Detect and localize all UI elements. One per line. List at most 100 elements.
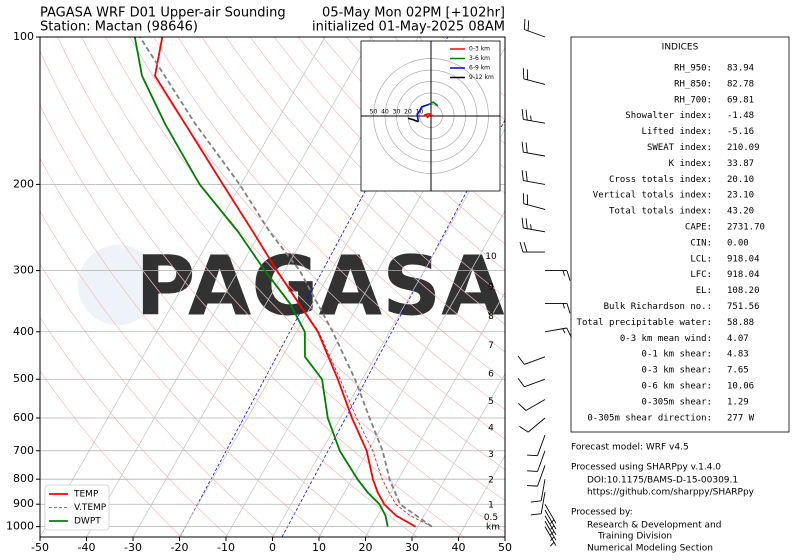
profiles <box>133 37 433 528</box>
init-time: initialized 01-May-2025 08AM <box>312 20 505 35</box>
dry-adiabat <box>81 37 505 502</box>
wind-barb <box>544 302 571 314</box>
x-tick-label: 20 <box>359 541 373 554</box>
wind-barb <box>519 241 546 253</box>
hodograph-legend-label: 9-12 km <box>469 74 494 81</box>
dry-adiabat <box>105 37 505 471</box>
legend-label: TEMP <box>73 490 99 500</box>
index-value: 82.78 <box>727 79 754 89</box>
wind-barb <box>544 327 572 338</box>
footer-text: Numerical Modeling Section <box>587 544 713 554</box>
hodograph-ring-label: 40 <box>381 109 389 116</box>
index-value: 10.06 <box>727 382 754 392</box>
x-tick-label: -10 <box>217 541 235 554</box>
hodograph-trace <box>423 112 434 119</box>
y-tick-label: 200 <box>13 177 34 190</box>
wind-barb <box>521 141 546 157</box>
hodograph-legend-label: 3-6 km <box>469 55 490 62</box>
index-value: 918.04 <box>727 270 760 280</box>
y-tick-label: 700 <box>13 444 34 457</box>
index-label: RH_950: <box>674 64 712 74</box>
valid-time: 05-May Mon 02PM [+102hr] <box>322 6 505 21</box>
height-label: 1 <box>488 500 494 510</box>
footer-text: Research & Development and <box>587 521 721 531</box>
index-label: 0-305m shear direction: <box>587 413 712 423</box>
x-tick-label: -20 <box>171 541 189 554</box>
y-tick-label: 900 <box>13 497 34 510</box>
height-label: 2 <box>488 475 494 485</box>
legend-label: DWPT <box>74 517 101 527</box>
index-label: RH_700: <box>674 95 712 105</box>
plot-background: PAGASA <box>40 37 505 537</box>
index-label: Total precipitable water: <box>577 318 712 328</box>
wind-barb <box>522 193 546 210</box>
index-label: RH_850: <box>674 79 712 89</box>
y-tick-label: 800 <box>13 472 34 485</box>
height-label: 9 <box>488 282 494 292</box>
wind-barb <box>544 521 557 541</box>
wind-barb <box>527 465 546 487</box>
isotherm <box>272 128 505 537</box>
height-label: 3 <box>488 450 494 460</box>
x-tick-label: 10 <box>312 541 326 554</box>
index-value: 108.20 <box>727 286 760 296</box>
index-value: -5.16 <box>727 127 754 137</box>
index-value: 43.20 <box>727 207 754 217</box>
y-tick-label: 1000 <box>6 520 34 533</box>
isotherm <box>86 37 372 537</box>
index-value: 277 W <box>727 413 755 423</box>
wind-barb <box>522 68 546 85</box>
y-tick-label: 500 <box>13 372 34 385</box>
index-value: 1.29 <box>727 397 749 407</box>
wind-barb <box>530 479 546 503</box>
dry-adiabat <box>249 37 505 298</box>
profile-line <box>133 37 389 527</box>
watermark-logo <box>78 245 158 325</box>
wind-barb <box>521 170 546 185</box>
profile-line <box>139 37 433 528</box>
hodograph-trace <box>416 103 429 122</box>
hodograph-ring-label: 50 <box>370 109 378 116</box>
height-label: 6 <box>488 369 494 379</box>
hodograph-legend-label: 6-9 km <box>469 65 490 72</box>
wind-barb <box>519 417 546 433</box>
y-tick-label: 400 <box>13 325 34 338</box>
hodograph-ring-label: 30 <box>393 109 401 116</box>
index-value: 210.09 <box>727 143 760 153</box>
x-tick-label: -50 <box>31 541 49 554</box>
wind-barb <box>518 399 546 411</box>
x-tick-label: -40 <box>78 541 96 554</box>
hodograph-ring-label: 20 <box>404 109 412 116</box>
index-label: SWEAT index: <box>647 143 712 153</box>
y-tick-label: 300 <box>13 264 34 277</box>
wind-barb <box>527 434 546 457</box>
chart-title: PAGASA WRF D01 Upper-air Sounding <box>40 6 286 21</box>
index-value: 4.83 <box>727 350 749 360</box>
indices-panel <box>570 36 790 433</box>
index-label: 0-3 km mean wind: <box>620 334 712 344</box>
indices-title: INDICES <box>662 43 699 53</box>
height-label: 4 <box>488 424 494 434</box>
wind-barb <box>517 378 546 388</box>
x-tick-label: 40 <box>452 541 466 554</box>
wind-barb <box>530 491 546 516</box>
dry-adiabat <box>177 37 505 381</box>
dry-adiabat <box>201 37 505 353</box>
hodograph-trace <box>428 101 439 107</box>
index-label: Vertical totals index: <box>593 191 712 201</box>
index-label: CIN: <box>690 238 712 248</box>
height-label: 0.5 <box>484 513 498 523</box>
index-label: Bulk Richardson no.: <box>604 302 712 312</box>
x-tick-label: 30 <box>405 541 419 554</box>
footer-text: Forecast model: WRF v4.5 <box>571 443 689 453</box>
footer-text: Processed using SHARPpy v.1.4.0 <box>571 463 721 473</box>
wind-barb <box>544 503 557 524</box>
wind-barb <box>523 19 546 38</box>
index-label: Showalter index: <box>625 111 712 121</box>
dry-adiabat <box>129 37 505 440</box>
index-label: EL: <box>696 286 712 296</box>
footer-text: https://github.com/sharppy/SHARPpy <box>587 488 755 498</box>
watermark: PAGASA <box>135 239 505 334</box>
x-tick-label: 50 <box>498 541 512 554</box>
